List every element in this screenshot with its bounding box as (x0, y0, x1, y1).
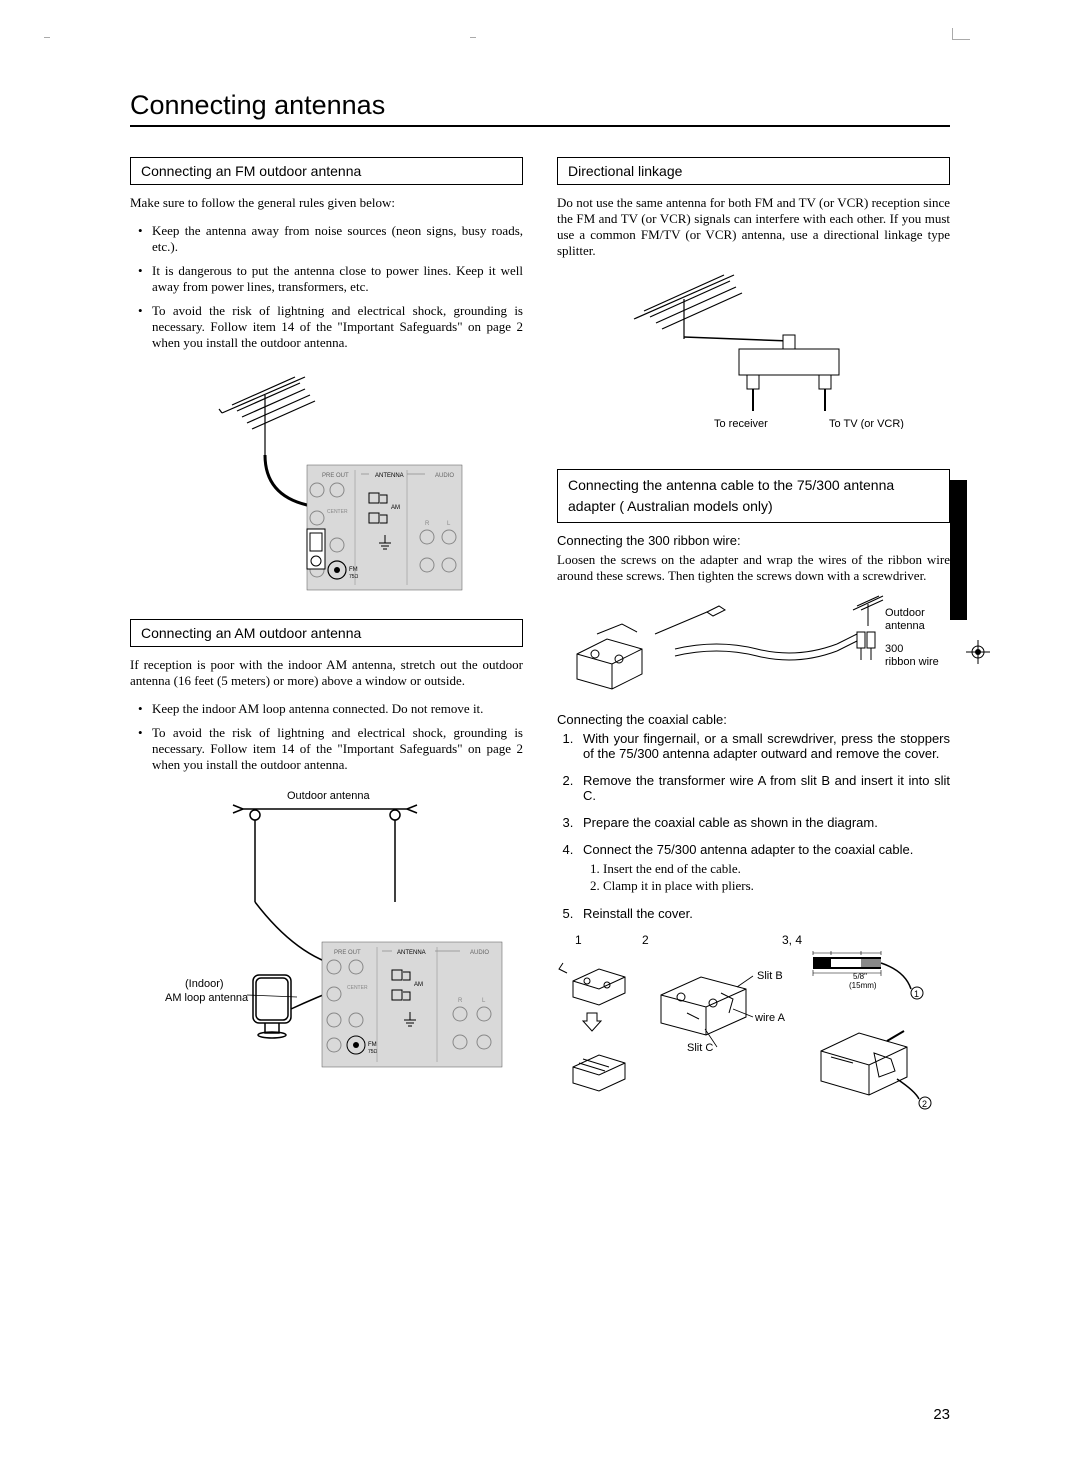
right-column: Directional linkage Do not use the same … (557, 157, 950, 1135)
crop-mark (44, 32, 50, 38)
svg-text:Slit C: Slit C (687, 1042, 713, 1054)
list-item: Keep the antenna away from noise sources… (152, 223, 523, 255)
fm-diagram: PRE OUT ANTENNA AUDIO CENTER FM 75Ω (130, 365, 523, 595)
svg-text:AUDIO: AUDIO (470, 950, 489, 956)
step-num: 1 (557, 933, 642, 947)
page-number: 23 (933, 1406, 950, 1423)
ribbon-diagram: Outdoor antenna 300 ribbon wire (557, 594, 950, 694)
svg-text:300: 300 (885, 643, 903, 655)
svg-text:AM: AM (414, 982, 423, 988)
svg-text:FM: FM (349, 567, 358, 573)
svg-text:AM: AM (391, 505, 400, 511)
svg-text:(Indoor): (Indoor) (185, 978, 224, 990)
crop-mark (470, 32, 476, 38)
svg-text:(15mm): (15mm) (849, 981, 877, 990)
svg-text:R: R (425, 521, 430, 527)
fm-intro: Make sure to follow the general rules gi… (130, 195, 523, 211)
svg-text:Outdoor: Outdoor (885, 607, 925, 619)
svg-text:To TV (or VCR): To TV (or VCR) (829, 418, 904, 429)
fm-heading: Connecting an FM outdoor antenna (130, 157, 523, 185)
list-item: Connect the 75/300 antenna adapter to th… (577, 842, 950, 894)
sub-steps: Insert the end of the cable. Clamp it in… (583, 861, 950, 894)
list-item: To avoid the risk of lightning and elect… (152, 303, 523, 351)
svg-text:ribbon wire: ribbon wire (885, 656, 939, 668)
step-num: 3, 4 (782, 933, 802, 947)
splitter-diagram: To receiver To TV (or VCR) (557, 269, 950, 429)
svg-text:CENTER: CENTER (347, 985, 368, 991)
svg-text:PRE OUT: PRE OUT (322, 473, 349, 479)
list-item: Reinstall the cover. (577, 906, 950, 921)
ribbon-subheading: Connecting the 300 ribbon wire: (557, 533, 950, 548)
svg-text:PRE OUT: PRE OUT (334, 950, 361, 956)
svg-text:6: 6 (819, 951, 823, 952)
list-item: Keep the indoor AM loop antenna connecte… (152, 701, 523, 717)
adapter-step-numbers: 1 2 3, 4 (557, 933, 950, 947)
adapter-heading: Connecting the antenna cable to the 75/3… (557, 469, 950, 523)
svg-text:2: 2 (922, 1099, 927, 1109)
side-tab (950, 480, 967, 620)
coax-subheading: Connecting the coaxial cable: (557, 712, 950, 727)
list-item: To avoid the risk of lightning and elect… (152, 725, 523, 773)
list-item: It is dangerous to put the antenna close… (152, 263, 523, 295)
svg-text:Outdoor antenna: Outdoor antenna (287, 790, 370, 802)
list-item: Remove the transformer wire A from slit … (577, 773, 950, 803)
fm-bullets: Keep the antenna away from noise sources… (130, 223, 523, 351)
am-diagram: Outdoor antenna (Indoor) AM loop antenna (130, 787, 523, 1077)
am-bullets: Keep the indoor AM loop antenna connecte… (130, 701, 523, 773)
left-column: Connecting an FM outdoor antenna Make su… (130, 157, 523, 1135)
svg-text:FM: FM (368, 1042, 377, 1048)
svg-text:5/8": 5/8" (853, 972, 867, 981)
svg-text:antenna: antenna (885, 620, 926, 632)
svg-text:75Ω: 75Ω (368, 1049, 378, 1055)
list-item: Prepare the coaxial cable as shown in th… (577, 815, 950, 830)
svg-text:3: 3 (843, 951, 847, 952)
step-num: 2 (642, 933, 782, 947)
svg-text:wire A: wire A (754, 1012, 786, 1024)
svg-text:75Ω: 75Ω (349, 574, 359, 580)
step-text: Connect the 75/300 antenna adapter to th… (583, 842, 913, 857)
am-heading: Connecting an AM outdoor antenna (130, 619, 523, 647)
svg-text:AM loop antenna: AM loop antenna (165, 992, 249, 1004)
svg-text:ANTENNA: ANTENNA (397, 950, 426, 956)
svg-text:To receiver: To receiver (714, 418, 768, 429)
svg-text:AUDIO: AUDIO (435, 473, 454, 479)
svg-text:6: 6 (868, 951, 872, 952)
ribbon-body: Loosen the screws on the adapter and wra… (557, 552, 950, 584)
svg-text:ANTENNA: ANTENNA (375, 473, 404, 479)
registration-mark (966, 640, 990, 669)
svg-text:Slit B: Slit B (757, 970, 783, 982)
svg-text:R: R (458, 998, 463, 1004)
crop-mark (952, 28, 970, 40)
page-title: Connecting antennas (130, 90, 950, 127)
list-item: With your fingernail, or a small screwdr… (577, 731, 950, 761)
svg-text:1: 1 (914, 989, 919, 999)
am-intro: If reception is poor with the indoor AM … (130, 657, 523, 689)
list-item: Clamp it in place with pliers. (603, 878, 950, 894)
svg-text:CENTER: CENTER (327, 509, 348, 515)
list-item: Insert the end of the cable. (603, 861, 950, 877)
directional-heading: Directional linkage (557, 157, 950, 185)
coax-steps: With your fingernail, or a small screwdr… (557, 731, 950, 921)
directional-body: Do not use the same antenna for both FM … (557, 195, 950, 259)
adapter-steps-diagram: Slit B wire A Slit C 6 3 (557, 951, 950, 1111)
